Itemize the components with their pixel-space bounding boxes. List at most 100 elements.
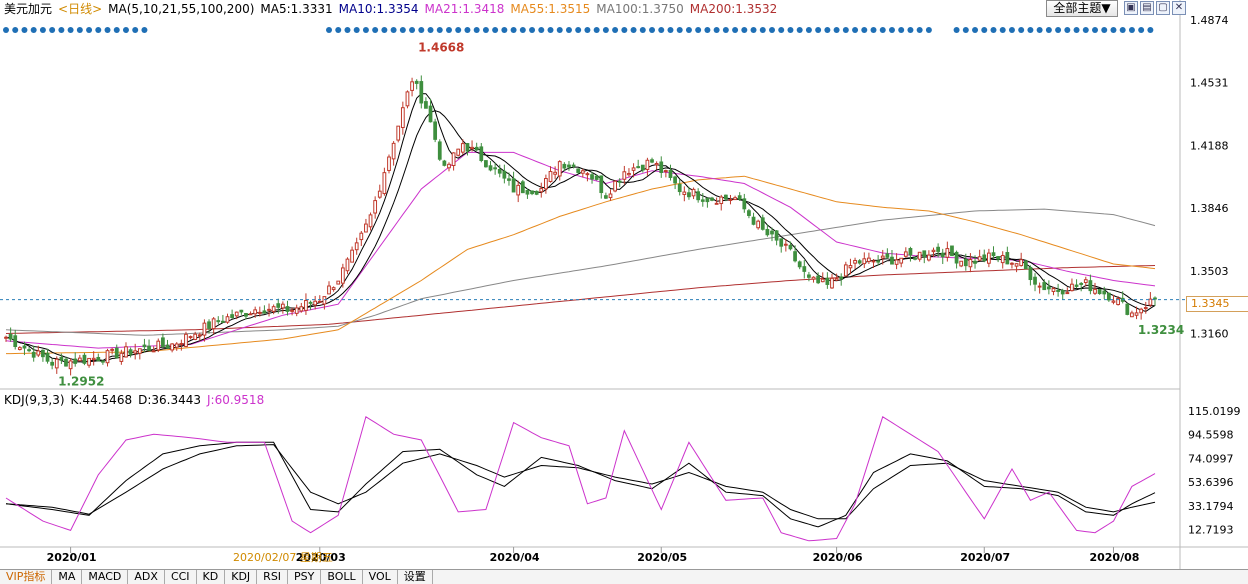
candle-up [54, 358, 59, 369]
ma10-line [5, 110, 1156, 363]
candle-up [733, 197, 737, 201]
candle-down [1153, 297, 1157, 300]
candle-up [1065, 292, 1070, 295]
tab-ma[interactable]: MA [52, 570, 83, 584]
period-label[interactable]: <日线> [58, 2, 103, 16]
signal-dot [113, 27, 120, 33]
candle-up [133, 350, 138, 354]
signal-dot [787, 27, 794, 33]
candle-down [493, 167, 498, 170]
tab-vol[interactable]: VOL [363, 570, 398, 584]
expand-icon[interactable]: ▣ [1124, 1, 1138, 15]
signal-dot [1119, 27, 1126, 33]
current-price-tag: 1.3345 [1186, 296, 1248, 312]
candle-down [571, 164, 576, 167]
candle-down [1056, 289, 1060, 292]
maximize-icon[interactable]: ▢ [1156, 1, 1170, 15]
candle-down [64, 358, 68, 367]
candle-up [345, 258, 350, 272]
tab-cci[interactable]: CCI [165, 570, 197, 584]
candle-down [27, 349, 31, 352]
signal-dot [473, 27, 480, 33]
tab-psy[interactable]: PSY [288, 570, 322, 584]
kdj-y-tick: 94.5598 [1188, 429, 1234, 442]
candle-up [17, 347, 22, 351]
candle-up [4, 336, 8, 339]
candle-up [387, 156, 391, 171]
candle-down [511, 178, 516, 193]
date-x-axis: 2020/01 2020/03 2020/04 2020/05 2020/06 2020/… [47, 547, 1139, 564]
tab-macd[interactable]: MACD [82, 570, 129, 584]
signal-dot [1018, 27, 1025, 33]
candle-up [613, 180, 617, 192]
signal-dot [1045, 27, 1052, 33]
candle-down [807, 274, 811, 278]
signal-dot [796, 27, 803, 33]
candle-up [903, 251, 908, 257]
tab-kd[interactable]: KD [197, 570, 226, 584]
candle-down [996, 256, 1000, 260]
candle-down [700, 199, 705, 202]
candle-up [460, 143, 465, 153]
candle-down [705, 197, 710, 203]
signal-dot [455, 27, 462, 33]
tab-kdj[interactable]: KDJ [225, 570, 258, 584]
kdj-label[interactable]: KDJ(9,3,3) [4, 393, 65, 407]
signal-dot [981, 27, 988, 33]
candle-up [1051, 288, 1056, 292]
candle-up [682, 191, 687, 195]
ma100-line [5, 208, 1156, 336]
cursor-date-label: 2020/02/07 星期五 [233, 551, 333, 564]
candle-up [350, 249, 354, 263]
candle-up [225, 316, 230, 323]
signal-dot [824, 27, 831, 33]
candle-down [604, 195, 608, 199]
candle-down [839, 276, 844, 280]
candle-down [774, 230, 779, 241]
candle-up [271, 306, 276, 312]
candle-down [747, 210, 751, 216]
signal-dot [649, 27, 656, 33]
layout-icon[interactable]: ▤ [1140, 1, 1154, 15]
candle-up [927, 254, 931, 261]
candle-up [544, 178, 548, 190]
tab-adx[interactable]: ADX [128, 570, 165, 584]
candle-up [377, 190, 382, 198]
x-tick-label: 2020/06 [813, 551, 863, 564]
candle-down [216, 320, 221, 323]
tab-vip[interactable]: VIP指标 [0, 570, 53, 584]
price-panel-grid [0, 0, 1248, 569]
candle-up [304, 300, 308, 311]
candle-up [124, 346, 128, 358]
candle-down [594, 175, 599, 180]
candle-up [202, 322, 207, 336]
ma-label[interactable]: MA(5,10,21,55,100,200) [108, 2, 255, 16]
candle-up [368, 214, 373, 228]
candle-up [1143, 307, 1148, 310]
candle-up [290, 309, 294, 312]
candle-down [779, 238, 784, 247]
tab-rsi[interactable]: RSI [257, 570, 289, 584]
signal-dot [141, 27, 148, 33]
theme-dropdown-button[interactable]: 全部主题▼ [1046, 0, 1118, 17]
signal-dot [879, 27, 886, 33]
tab-boll[interactable]: BOLL [321, 570, 363, 584]
signal-dot [30, 27, 37, 33]
kdj-y-axis: 115.0199 94.5598 74.0997 53.6396 33.1794 12.7… [1188, 405, 1241, 537]
candle-up [1014, 263, 1019, 267]
close-icon[interactable]: ✕ [1172, 1, 1186, 15]
candle-up [179, 343, 184, 346]
signal-dot [639, 27, 646, 33]
candle-up [253, 309, 258, 315]
signal-dot [1110, 27, 1117, 33]
candle-up [1083, 279, 1088, 284]
candle-up [456, 148, 461, 156]
candle-up [193, 333, 198, 340]
candle-up [1139, 308, 1144, 314]
tab-settings[interactable]: 设置 [398, 570, 433, 584]
candle-up [917, 251, 922, 260]
candle-down [677, 183, 682, 193]
signal-dot [556, 27, 563, 33]
candle-up [322, 296, 327, 305]
